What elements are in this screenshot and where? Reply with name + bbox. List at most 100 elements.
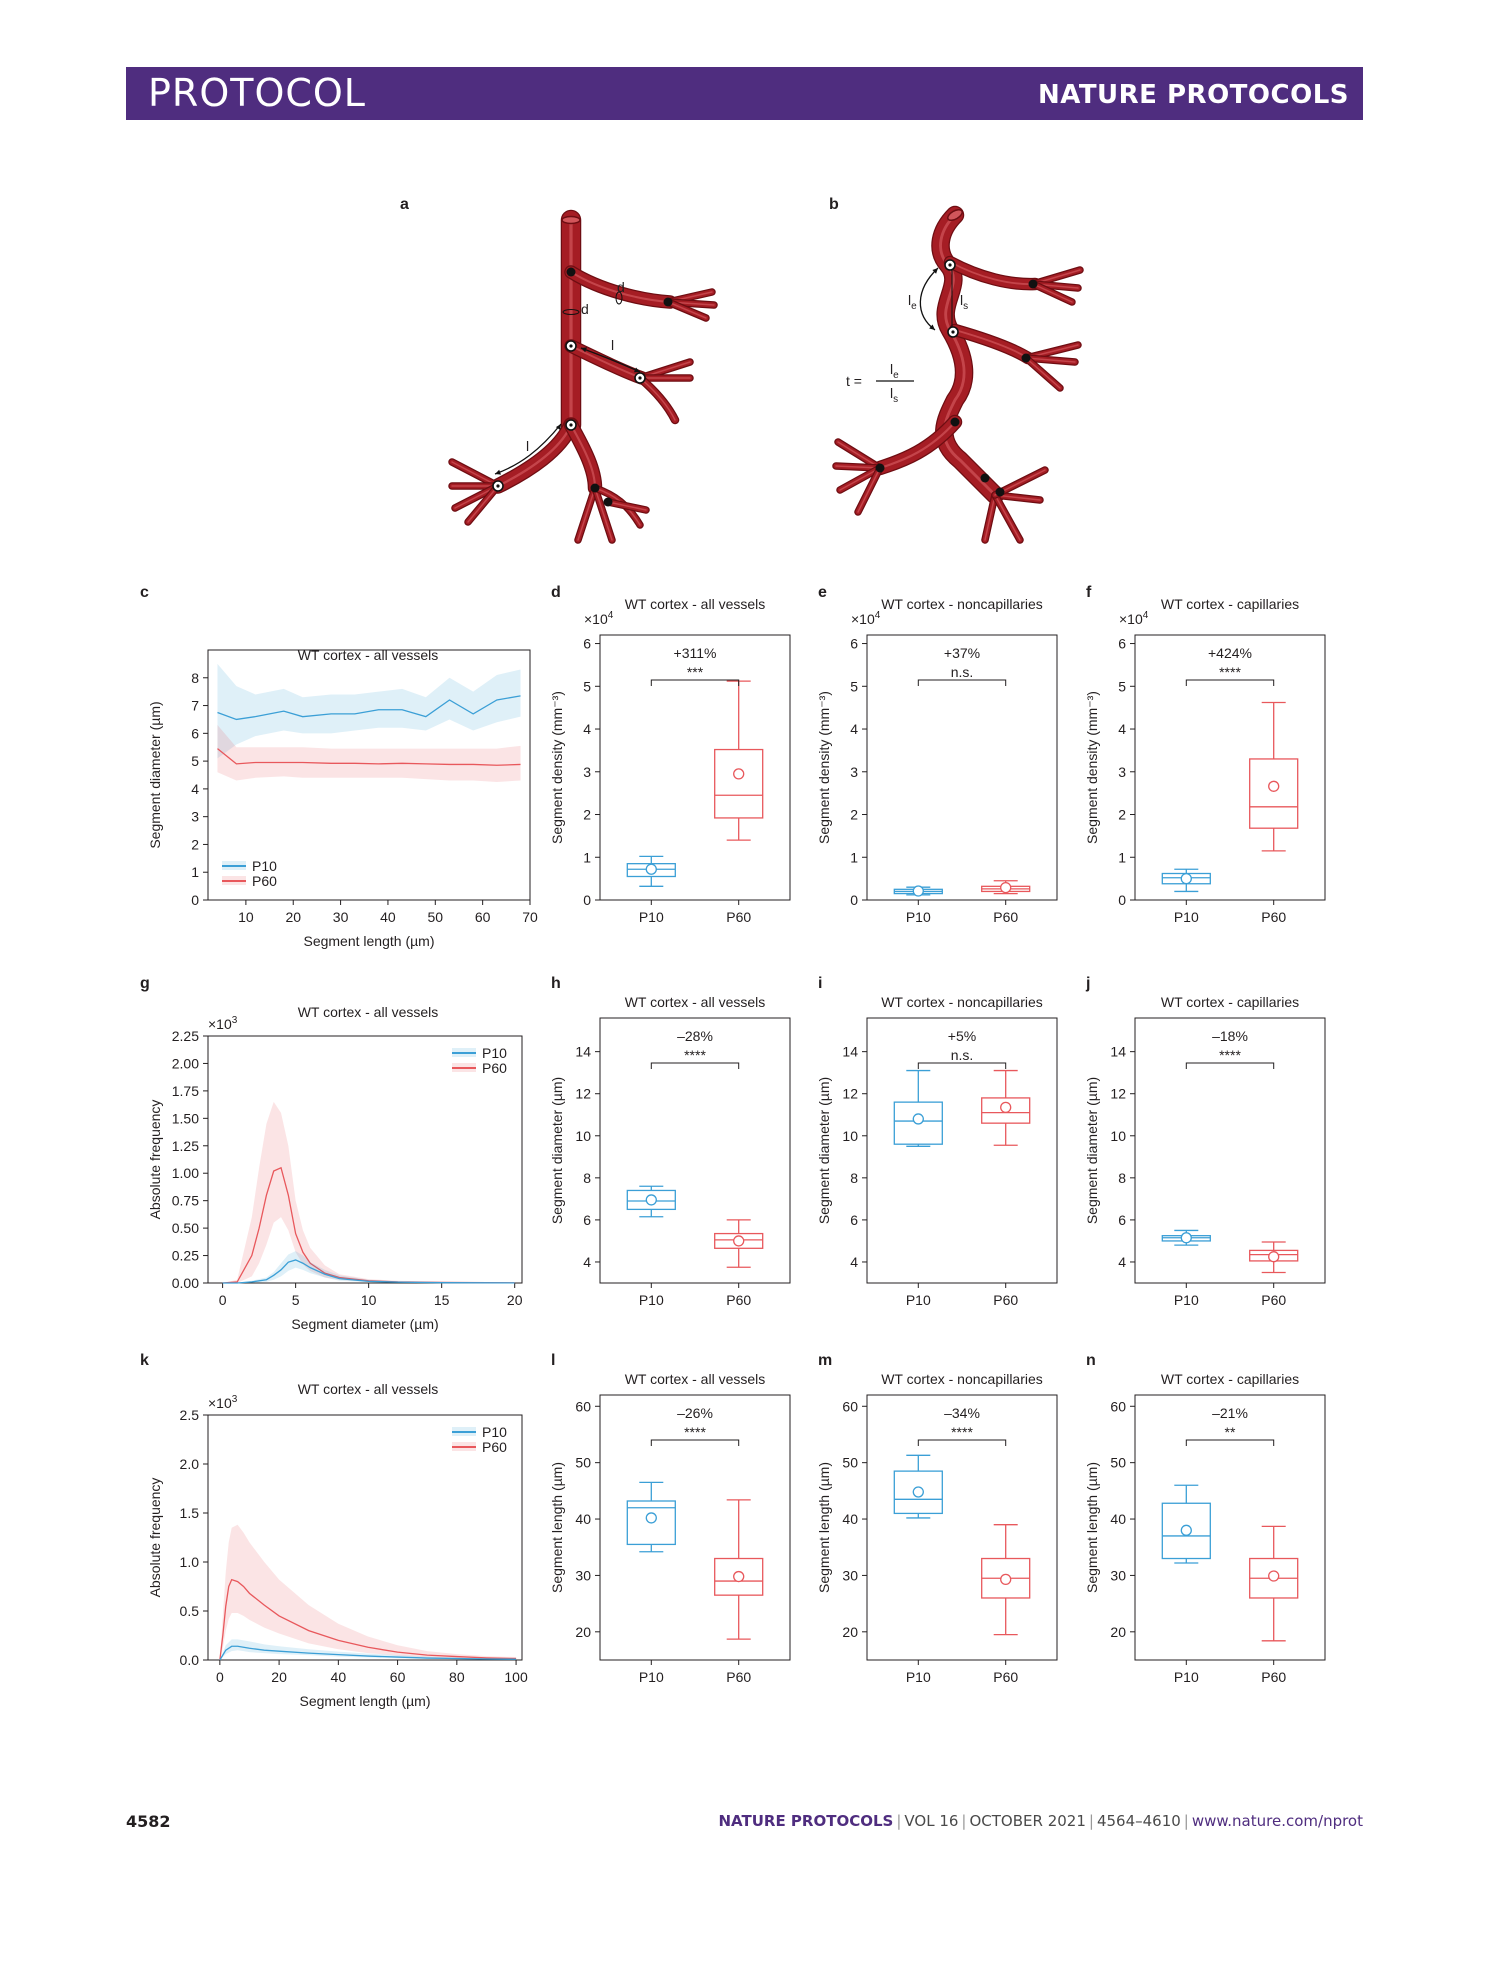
branch-point — [590, 483, 600, 493]
box-mean — [1000, 1573, 1012, 1586]
x-tick-label: 5 — [292, 1292, 300, 1308]
y-tick-label: 8 — [191, 670, 199, 686]
y-tick-label: 7 — [191, 698, 199, 714]
panel-label: k — [140, 1352, 149, 1369]
box-p10 — [893, 885, 943, 897]
fraction-num: le — [890, 361, 899, 381]
y-tick-label: 2 — [1118, 807, 1126, 823]
y-axis-label: Segment density (mm⁻³) — [549, 691, 565, 844]
chart-title: WT cortex - capillaries — [1161, 596, 1299, 612]
arrow-head — [495, 469, 501, 475]
vessel-branch-left-highlight — [878, 420, 957, 470]
y-tick-label: 6 — [1118, 1212, 1126, 1228]
branch-point — [995, 487, 1005, 497]
chart-l: l WT cortex - all vessels 20 30 40 50 60 Segmen… — [549, 1352, 791, 1685]
x-tick-label: P60 — [993, 1669, 1018, 1685]
box-p60 — [714, 680, 764, 841]
arrow-head — [932, 268, 938, 274]
percent-change: +37% — [944, 645, 980, 661]
box-p60 — [1249, 701, 1299, 852]
y-tick-label: 6 — [1118, 636, 1126, 652]
segment-end-center — [948, 263, 952, 267]
series-line — [217, 695, 521, 721]
chart-title: WT cortex - noncapillaries — [881, 1371, 1043, 1387]
panel-label: h — [551, 975, 561, 992]
box-mean — [1000, 881, 1012, 894]
significance-label: **** — [1219, 1047, 1241, 1063]
y-tick-label: 2.0 — [180, 1456, 200, 1472]
vessel-twig-highlight — [839, 467, 881, 491]
chart-d: d WT cortex - all vessels 0 1 2 3 4 5 6 Segment d… — [549, 584, 791, 925]
box-p60 — [1249, 1525, 1299, 1642]
y-tick-label: 60 — [575, 1398, 591, 1414]
x-tick-label: P10 — [1174, 909, 1199, 925]
diameter-mark — [562, 309, 580, 315]
box-p10 — [893, 1454, 943, 1519]
x-axis-label: Segment length (µm) — [299, 1693, 430, 1709]
box-mean — [1000, 1101, 1012, 1114]
branch-point — [1028, 279, 1038, 289]
axis-multiplier: ×104 — [584, 610, 614, 627]
box-mean — [1268, 1251, 1280, 1263]
box-mean — [1180, 1232, 1192, 1244]
significance-label: *** — [687, 664, 704, 680]
x-tick-label: 15 — [434, 1292, 450, 1308]
series-p10 — [217, 663, 521, 759]
significance-bracket — [1185, 679, 1275, 686]
axis-multiplier-exp: 4 — [875, 610, 881, 621]
y-tick-label: 0 — [583, 892, 591, 908]
y-tick-label: 30 — [1110, 1567, 1126, 1583]
box-p60 — [714, 1499, 764, 1640]
segment-end-center — [638, 376, 642, 380]
y-tick-label: 4 — [1118, 721, 1126, 737]
box-iqr — [1249, 758, 1299, 829]
x-tick-label: P60 — [726, 1669, 751, 1685]
vessel-trunk-opening — [947, 208, 963, 222]
significance-label: **** — [684, 1424, 706, 1440]
y-tick-label: 1 — [583, 849, 591, 865]
y-tick-label: 30 — [575, 1567, 591, 1583]
confidence-band — [222, 1251, 515, 1283]
journal-name: NATURE PROTOCOLS — [1037, 80, 1349, 110]
box-p60 — [981, 880, 1031, 895]
y-tick-label: 0 — [191, 892, 199, 908]
y-tick-label: 4 — [191, 781, 199, 797]
box-mean — [1268, 1570, 1280, 1582]
branch-point — [1021, 353, 1031, 363]
y-tick-label: 10 — [1110, 1128, 1126, 1144]
segment-end-center — [951, 330, 955, 334]
percent-change: +5% — [948, 1028, 976, 1044]
y-axis-label: Segment length (µm) — [816, 1462, 832, 1593]
x-tick-label: P10 — [1174, 1669, 1199, 1685]
vessel-twig-highlight — [835, 465, 881, 469]
x-tick-label: 60 — [475, 909, 491, 925]
segment-end-center — [496, 484, 500, 488]
plot-frame — [207, 1414, 523, 1661]
y-tick-label: 8 — [850, 1170, 858, 1186]
panel-label: c — [140, 584, 149, 601]
x-tick-label: 60 — [390, 1669, 406, 1685]
chart-i: i WT cortex - noncapillaries 4 6 8 10 12 14 Segm… — [816, 975, 1058, 1308]
box-mean — [912, 885, 924, 897]
branch-point — [875, 463, 885, 473]
chart-c: c WT cortex - all vessels 0 1 2 3 4 5 6 7 8 Segment… — [140, 584, 538, 949]
plot-frame — [207, 649, 531, 901]
section-label: PROTOCOL — [148, 71, 366, 115]
x-tick-label: P60 — [1261, 909, 1286, 925]
x-tick-label: 40 — [331, 1669, 347, 1685]
legend-label: P60 — [252, 873, 277, 889]
vessel-branch-1-highlight — [949, 261, 1036, 285]
y-tick-label: 60 — [1110, 1398, 1126, 1414]
chart-n: n WT cortex - capillaries 20 30 40 50 60 Segmen… — [1084, 1352, 1326, 1685]
box-p10 — [893, 1069, 943, 1147]
confidence-band — [219, 1524, 517, 1660]
footer-url[interactable]: www.nature.com/nprot — [1191, 1812, 1363, 1830]
y-tick-label: 30 — [842, 1567, 858, 1583]
y-axis-label: Segment density (mm⁻³) — [1084, 691, 1100, 844]
box-p10 — [1161, 1484, 1211, 1564]
y-tick-label: 8 — [1118, 1170, 1126, 1186]
vessel-twig-highlight — [994, 494, 1021, 541]
percent-change: –18% — [1212, 1028, 1248, 1044]
